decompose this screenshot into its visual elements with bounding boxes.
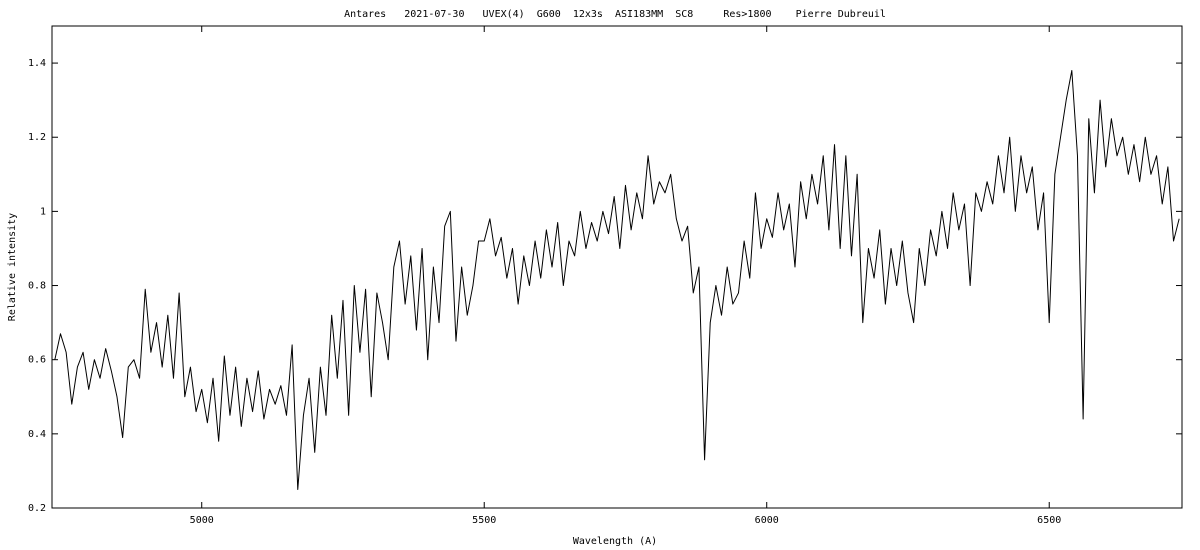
x-axis-label: Wavelength (A) — [573, 536, 657, 547]
y-tick-label: 0.2 — [28, 503, 46, 514]
plot-border — [51, 25, 1183, 509]
y-tick-label: 1.2 — [28, 132, 46, 143]
x-tick-label: 6000 — [755, 515, 779, 526]
y-axis-label: Relative intensity — [7, 213, 18, 321]
spectrum-line — [54, 69, 1180, 490]
y-tick-label: 1 — [40, 206, 46, 217]
chart-title: Antares 2021-07-30 UVEX(4) G600 12x3s AS… — [344, 9, 886, 20]
y-tick-label: 1.4 — [28, 58, 46, 69]
x-tick-label: 6500 — [1037, 515, 1061, 526]
y-tick-label: 0.6 — [28, 355, 46, 366]
x-tick-label: 5500 — [472, 515, 496, 526]
y-tick-label: 0.4 — [28, 429, 46, 440]
x-tick-label: 5000 — [190, 515, 214, 526]
y-tick-label: 0.8 — [28, 281, 46, 292]
